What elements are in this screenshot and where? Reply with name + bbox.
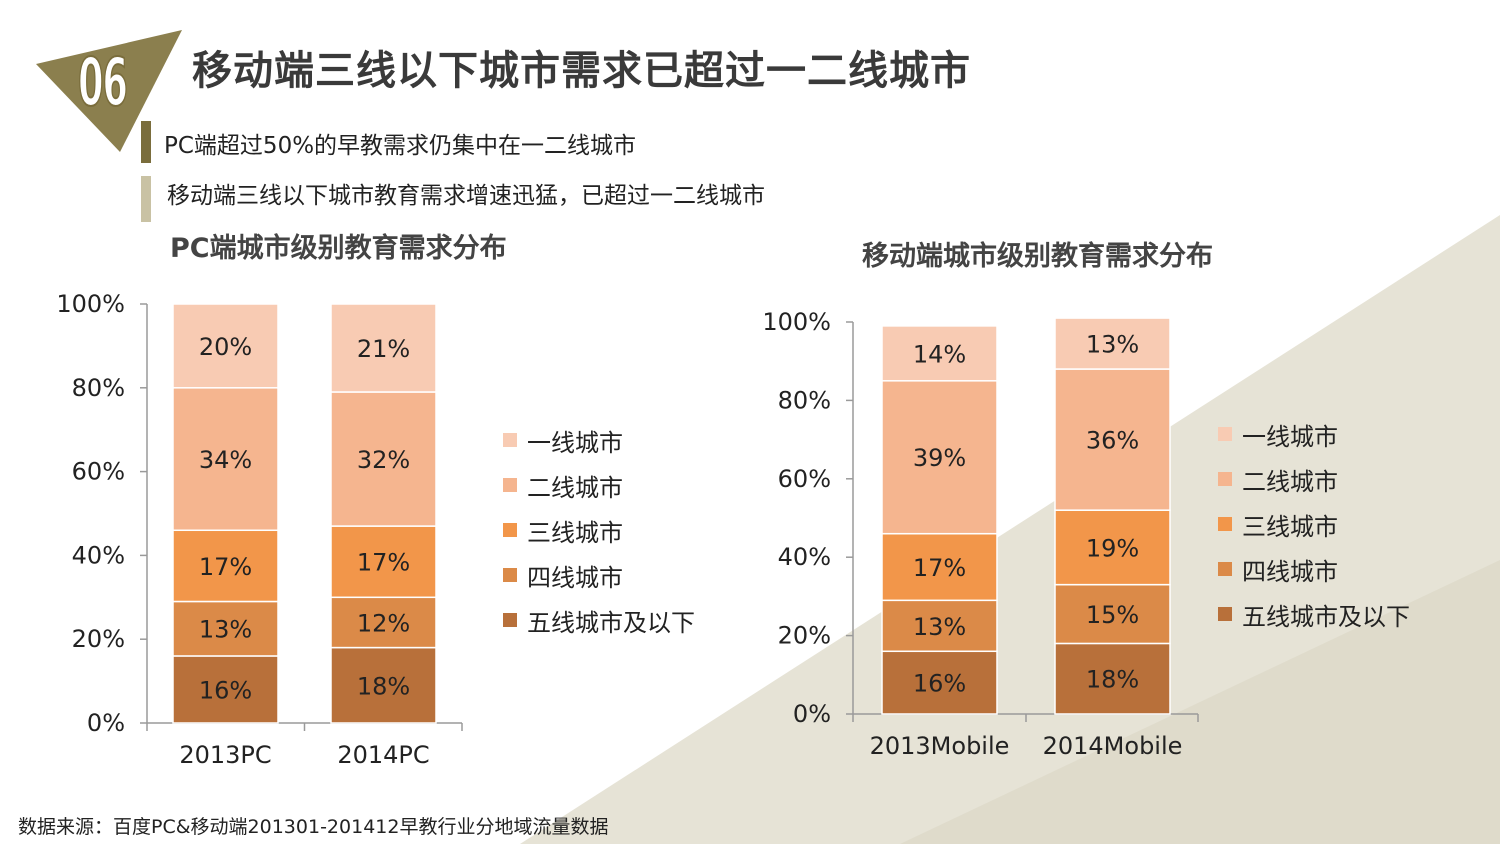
data-label: 16% — [913, 670, 966, 698]
data-label: 17% — [199, 553, 252, 581]
header-triangle-icon — [36, 30, 182, 152]
data-label: 39% — [913, 444, 966, 472]
bar-segment — [881, 532, 998, 602]
bar-segment — [330, 646, 437, 724]
legend-swatch — [1218, 427, 1232, 441]
legend-label: 三线城市 — [1242, 513, 1338, 541]
bar-segment — [881, 650, 998, 715]
bar-segment — [881, 599, 998, 653]
legend-swatch — [503, 478, 517, 492]
data-label: 14% — [913, 340, 966, 368]
legend-swatch — [503, 613, 517, 627]
data-label: 34% — [199, 446, 252, 474]
bar-segment — [172, 387, 279, 532]
data-label: 13% — [1086, 331, 1139, 359]
legend-label: 二线城市 — [1242, 468, 1338, 496]
category-label: 2014PC — [337, 741, 429, 769]
bar-segment — [881, 325, 998, 382]
legend-label: 二线城市 — [527, 474, 623, 502]
legend-swatch — [503, 433, 517, 447]
data-label: 16% — [199, 676, 252, 704]
y-tick-label: 20% — [72, 625, 125, 653]
data-label: 21% — [357, 335, 410, 363]
data-label: 13% — [199, 616, 252, 644]
legend-label: 四线城市 — [527, 564, 623, 592]
bullet-bar-1 — [141, 121, 151, 163]
category-label: 2014Mobile — [1043, 732, 1183, 760]
bullet-text-1: PC端超过50%的早教需求仍集中在一二线城市 — [164, 133, 637, 159]
pc-stacked-bar-chart: 0% 20% 40% 60% 80% 100% 16% 13% 17% 34% 20% 2013PC 1… — [56, 290, 695, 769]
legend-swatch — [1218, 562, 1232, 576]
data-label: 17% — [913, 554, 966, 582]
pc-chart-title: PC端城市级别教育需求分布 — [170, 233, 507, 264]
data-label: 13% — [913, 613, 966, 641]
legend-label: 五线城市及以下 — [1242, 603, 1410, 631]
bar-segment — [330, 391, 437, 527]
y-tick-label: 0% — [793, 700, 831, 728]
bar-segment — [1054, 317, 1171, 370]
bar-segment — [1054, 583, 1171, 645]
legend-label: 五线城市及以下 — [527, 609, 695, 637]
data-label: 18% — [1086, 666, 1139, 694]
bullet-bar-2 — [141, 176, 151, 222]
data-label: 36% — [1086, 427, 1139, 455]
legend-label: 三线城市 — [527, 519, 623, 547]
data-label: 32% — [357, 446, 410, 474]
mobile-stacked-bar-chart: 0% 20% 40% 60% 80% 100% 16% 13% 17% 39% 14% 2013Mob… — [762, 308, 1410, 760]
page-title: 移动端三线以下城市需求已超过一二线城市 — [192, 48, 971, 94]
legend-label: 四线城市 — [1242, 558, 1338, 586]
y-tick-label: 40% — [72, 541, 125, 569]
bar-segment — [172, 303, 279, 389]
bar-segment — [1054, 368, 1171, 511]
y-tick-label: 80% — [778, 386, 831, 414]
legend-label: 一线城市 — [527, 429, 623, 457]
bullet-text-2: 移动端三线以下城市教育需求增速迅猛，已超过一二线城市 — [167, 183, 765, 209]
y-tick-label: 80% — [72, 374, 125, 402]
y-tick-label: 100% — [56, 290, 125, 318]
category-label: 2013PC — [179, 741, 271, 769]
data-label: 12% — [357, 609, 410, 637]
legend-swatch — [503, 523, 517, 537]
mobile-chart-title: 移动端城市级别教育需求分布 — [862, 241, 1213, 272]
bar-segment — [881, 380, 998, 535]
background-shape-lighter — [900, 560, 1500, 844]
data-label: 19% — [1086, 534, 1139, 562]
y-tick-label: 40% — [778, 543, 831, 571]
legend-swatch — [1218, 472, 1232, 486]
y-tick-label: 20% — [778, 622, 831, 650]
bar-segment — [330, 303, 437, 393]
y-tick-label: 100% — [762, 308, 831, 336]
section-number: 06 — [77, 43, 128, 122]
legend-swatch — [503, 568, 517, 582]
y-tick-label: 60% — [72, 458, 125, 486]
data-source-note: 数据来源：百度PC&移动端201301-201412早教行业分地域流量数据 — [18, 816, 609, 838]
data-label: 20% — [199, 333, 252, 361]
bar-segment — [172, 655, 279, 724]
legend-swatch — [1218, 607, 1232, 621]
data-label: 17% — [357, 549, 410, 577]
category-label: 2013Mobile — [870, 732, 1010, 760]
data-label: 18% — [357, 672, 410, 700]
y-tick-label: 60% — [778, 465, 831, 493]
legend-swatch — [1218, 517, 1232, 531]
y-tick-label: 0% — [87, 709, 125, 737]
legend-label: 一线城市 — [1242, 423, 1338, 451]
bar-segment — [1054, 642, 1171, 715]
bar-segment — [172, 529, 279, 603]
bar-segment — [330, 525, 437, 599]
data-label: 15% — [1086, 601, 1139, 629]
